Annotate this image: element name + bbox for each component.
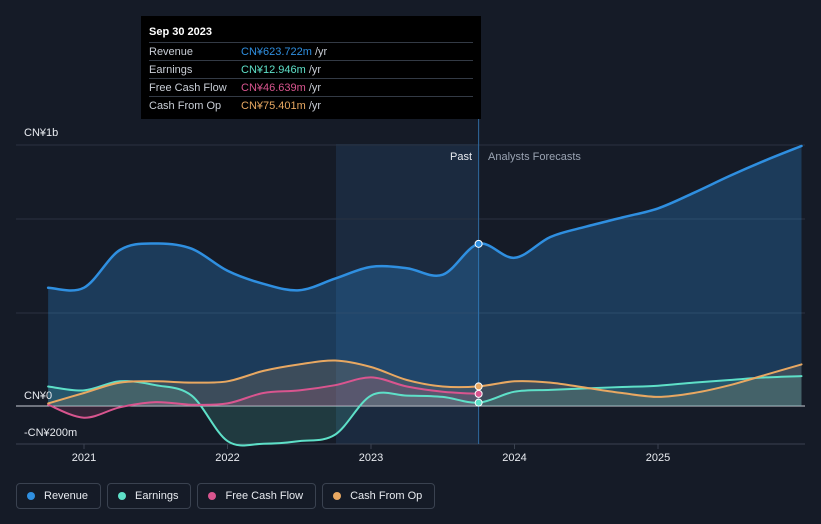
legend-item-earnings[interactable]: Earnings bbox=[107, 483, 192, 509]
free-cash-flow-marker[interactable] bbox=[474, 389, 483, 398]
free-cash-flow-area bbox=[48, 377, 479, 418]
tooltip-value: CN¥75.401m bbox=[241, 99, 306, 112]
tooltip-row-cash-from-op: Cash From Op CN¥75.401m /yr bbox=[149, 96, 473, 114]
tooltip-label: Revenue bbox=[149, 45, 194, 58]
tooltip-value: CN¥623.722m bbox=[241, 45, 312, 58]
legend-dot-icon bbox=[333, 492, 342, 500]
cash-from-op-marker[interactable] bbox=[474, 382, 483, 391]
tooltip-row-revenue: Revenue CN¥623.722m /yr bbox=[149, 42, 473, 60]
cash-from-op-area bbox=[48, 360, 802, 406]
cash-from-op-line bbox=[47, 359, 803, 405]
tooltip-value: CN¥12.946m bbox=[241, 63, 306, 76]
past-label: Past bbox=[450, 151, 472, 163]
tooltip-label: Free Cash Flow bbox=[149, 81, 227, 94]
tooltip-date: Sep 30 2023 bbox=[149, 26, 212, 38]
legend-item-revenue[interactable]: Revenue bbox=[16, 483, 102, 509]
y-label-zero: CN¥0 bbox=[24, 390, 52, 402]
legend-item-cash-from-op[interactable]: Cash From Op bbox=[322, 483, 436, 509]
legend-dot-icon bbox=[118, 492, 127, 500]
y-label-top: CN¥1b bbox=[24, 127, 58, 139]
free-cash-flow-line bbox=[47, 376, 480, 419]
y-label-bottom: -CN¥200m bbox=[24, 427, 77, 439]
tooltip-value: CN¥46.639m bbox=[241, 81, 306, 94]
legend-label: Revenue bbox=[44, 490, 89, 502]
x-tick-label: 2025 bbox=[646, 452, 670, 464]
past-highlight-band bbox=[336, 144, 479, 444]
tooltip-unit: /yr bbox=[314, 45, 328, 58]
forecast-label: Analysts Forecasts bbox=[488, 151, 581, 163]
legend-dot-icon bbox=[208, 492, 217, 500]
revenue-area bbox=[48, 146, 802, 406]
tooltip-row-free-cash-flow: Free Cash Flow CN¥46.639m /yr bbox=[149, 78, 473, 96]
legend-item-free-cash-flow[interactable]: Free Cash Flow bbox=[197, 483, 317, 509]
tooltip-unit: /yr bbox=[308, 63, 322, 76]
tooltip-unit: /yr bbox=[308, 99, 322, 112]
legend-label: Earnings bbox=[135, 490, 179, 502]
tooltip-label: Earnings bbox=[149, 63, 193, 76]
tooltip-label: Cash From Op bbox=[149, 99, 222, 112]
revenue-marker[interactable] bbox=[474, 239, 483, 248]
chart-legend: Revenue Earnings Free Cash Flow Cash Fro… bbox=[16, 483, 436, 509]
data-tooltip: Sep 30 2023 Revenue CN¥623.722m /yr Earn… bbox=[141, 16, 481, 119]
x-tick-label: 2022 bbox=[215, 452, 239, 464]
tooltip-row-earnings: Earnings CN¥12.946m /yr bbox=[149, 60, 473, 78]
legend-dot-icon bbox=[27, 492, 35, 500]
earnings-area bbox=[48, 376, 802, 446]
x-tick-label: 2021 bbox=[72, 452, 96, 464]
earnings-line bbox=[47, 375, 803, 447]
x-tick-label: 2024 bbox=[502, 452, 526, 464]
tooltip-unit: /yr bbox=[308, 81, 322, 94]
x-tick-label: 2023 bbox=[359, 452, 383, 464]
revenue-line bbox=[46, 144, 803, 292]
legend-label: Cash From Op bbox=[350, 490, 423, 502]
legend-label: Free Cash Flow bbox=[225, 490, 304, 502]
earnings-marker[interactable] bbox=[474, 398, 483, 407]
